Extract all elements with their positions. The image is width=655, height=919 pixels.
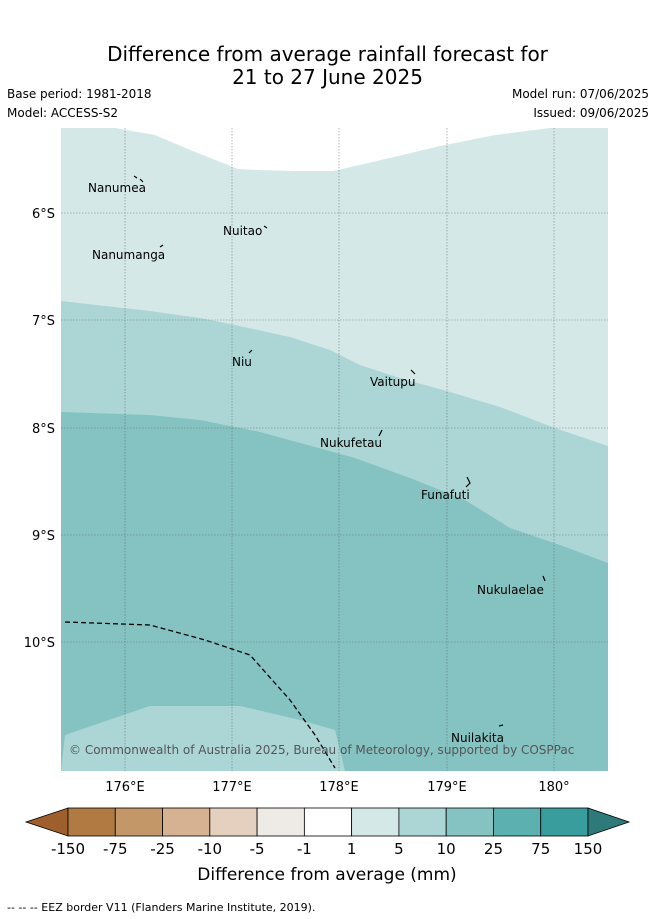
title-line-1: Difference from average rainfall forecas…	[107, 42, 548, 66]
legend-swatch	[351, 807, 400, 837]
place-label-niu: Niu	[232, 355, 252, 369]
legend-swatch	[114, 807, 163, 837]
legend-tick-label: -25	[150, 840, 175, 858]
legend-title: Difference from average (mm)	[197, 865, 456, 885]
island-outlines	[133, 175, 546, 727]
legend-tick-label: 75	[531, 840, 550, 858]
lon-label-179e: 179°E	[427, 780, 467, 795]
lat-label-10s: 10°S	[24, 636, 55, 651]
legend-tick-label: -75	[103, 840, 128, 858]
place-label-nanumea: Nanumea	[88, 181, 146, 195]
place-label-funafuti: Funafuti	[421, 488, 470, 502]
legend-tick-label: -10	[198, 840, 223, 858]
legend-tick-label: 1	[347, 840, 357, 858]
nanumanga-island-shape	[159, 244, 164, 248]
lon-label-180: 180°	[538, 780, 569, 795]
lon-label-177e: 177°E	[212, 780, 252, 795]
legend-swatch	[398, 807, 447, 837]
legend-swatch	[209, 807, 258, 837]
legend-tick-labels: -150 -75 -25 -10 -5 -1 1 5 10 25 75 150	[51, 840, 602, 858]
gridlines	[61, 128, 608, 771]
place-label-nukulaelae: Nukulaelae	[477, 583, 544, 597]
nuilakita-island-shape	[498, 724, 504, 727]
place-label-vaitupu: Vaitupu	[370, 375, 416, 389]
map-panel: Nanumea Nuitao Nanumanga Niu Vaitupu Nuk…	[24, 127, 608, 795]
legend-arrow-low	[24, 807, 69, 837]
eez-border	[64, 621, 336, 769]
legend-tick-label: 150	[574, 840, 603, 858]
legend-arrow-high	[587, 807, 631, 837]
legend-tick-label: 25	[484, 840, 503, 858]
title-line-2: 21 to 27 June 2025	[232, 65, 423, 89]
nanumea-island-shape	[133, 175, 144, 183]
place-label-nuilakita: Nuilakita	[451, 731, 504, 745]
base-period: Base period: 1981-2018	[7, 87, 152, 101]
legend-swatch	[67, 807, 116, 837]
legend-swatch	[162, 807, 211, 837]
place-label-nuitao: Nuitao	[223, 224, 262, 238]
model-run: Model run: 07/06/2025	[511, 87, 649, 101]
place-label-nanumanga: Nanumanga	[92, 248, 165, 262]
model-name: Model: ACCESS-S2	[7, 106, 119, 120]
eez-note: -- -- -- EEZ border V11 (Flanders Marine…	[7, 901, 315, 914]
zone-1-to-5	[61, 128, 608, 446]
colorbar-legend: -150 -75 -25 -10 -5 -1 1 5 10 25 75 150 Difference …	[24, 807, 631, 885]
legend-tick-label: -5	[250, 840, 265, 858]
lon-label-176e: 176°E	[105, 780, 145, 795]
lon-label-178e: 178°E	[319, 780, 359, 795]
nukufetau-island-shape	[378, 429, 383, 437]
lat-label-6s: 6°S	[32, 207, 55, 222]
funafuti-island-shape	[465, 476, 471, 488]
niu-island-shape	[248, 349, 253, 354]
legend-tick-label: 5	[394, 840, 404, 858]
lat-label-7s: 7°S	[32, 314, 55, 329]
nukulaelae-island-shape	[542, 575, 546, 582]
vaitupu-island-shape	[410, 369, 416, 375]
nuitao-island-shape	[263, 225, 268, 229]
lat-label-8s: 8°S	[32, 422, 55, 437]
lat-label-9s: 9°S	[32, 529, 55, 544]
place-label-nukufetau: Nukufetau	[320, 436, 382, 450]
issued-date: Issued: 09/06/2025	[533, 106, 649, 120]
legend-tick-label: -1	[297, 840, 312, 858]
legend-swatch	[540, 807, 589, 837]
no-data-area	[61, 127, 608, 171]
zone-5-to-10-south	[61, 706, 345, 771]
legend-tick-label: -150	[51, 840, 85, 858]
copyright-text: © Commonwealth of Australia 2025, Bureau…	[69, 743, 574, 757]
legend-swatch	[445, 807, 494, 837]
legend-swatch	[303, 807, 353, 837]
legend-swatches	[24, 807, 631, 837]
legend-swatch	[493, 807, 542, 837]
legend-tick-label: 10	[437, 840, 456, 858]
legend-swatch	[256, 807, 305, 837]
